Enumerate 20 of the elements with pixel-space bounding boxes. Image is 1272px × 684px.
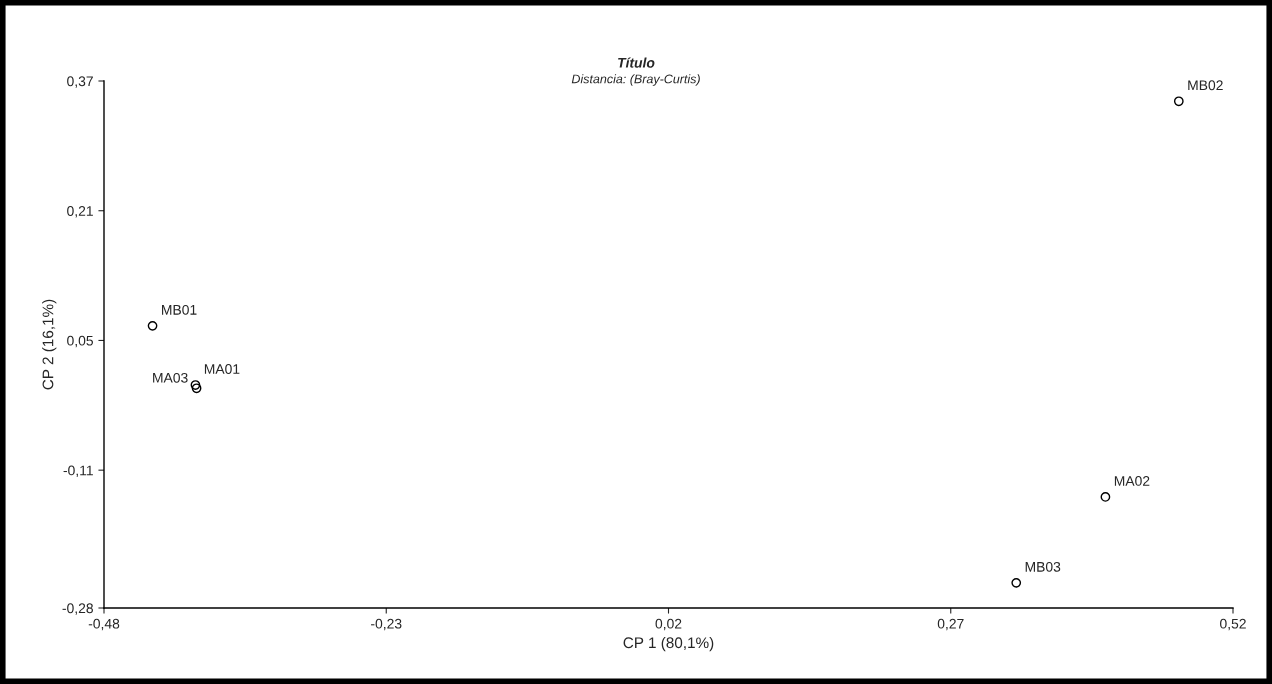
annotation: MB02 [1188, 80, 1223, 91]
annotation: MA01 [204, 364, 240, 374]
annotation: MB01 [162, 304, 197, 315]
chart-title: Título [618, 57, 655, 68]
chart-subtitle: Distancia: (Bray-Curtis) [571, 74, 700, 86]
y-tick-label: -0,11 [63, 465, 93, 477]
x-axis-title: CP 1 (80,1%) [623, 636, 714, 652]
annotation: MA02 [1114, 476, 1150, 486]
y-tick-label: -0,28 [62, 603, 93, 615]
annotation: MA03 [153, 372, 188, 383]
x-tick-label: 0,02 [655, 618, 682, 631]
y-axis-title: CP 2 (16,1%) [42, 299, 57, 390]
y-tick-label: 0,21 [67, 206, 93, 218]
y-tick-label: 0,05 [67, 335, 93, 348]
y-tick-label: 0,37 [67, 76, 93, 88]
x-tick-label: 0,27 [937, 618, 964, 631]
x-tick-label: -0,23 [371, 618, 402, 631]
x-tick-label: -0,48 [88, 618, 120, 631]
annotation: MB03 [1025, 561, 1061, 572]
x-tick-label: 0,52 [1220, 618, 1246, 631]
